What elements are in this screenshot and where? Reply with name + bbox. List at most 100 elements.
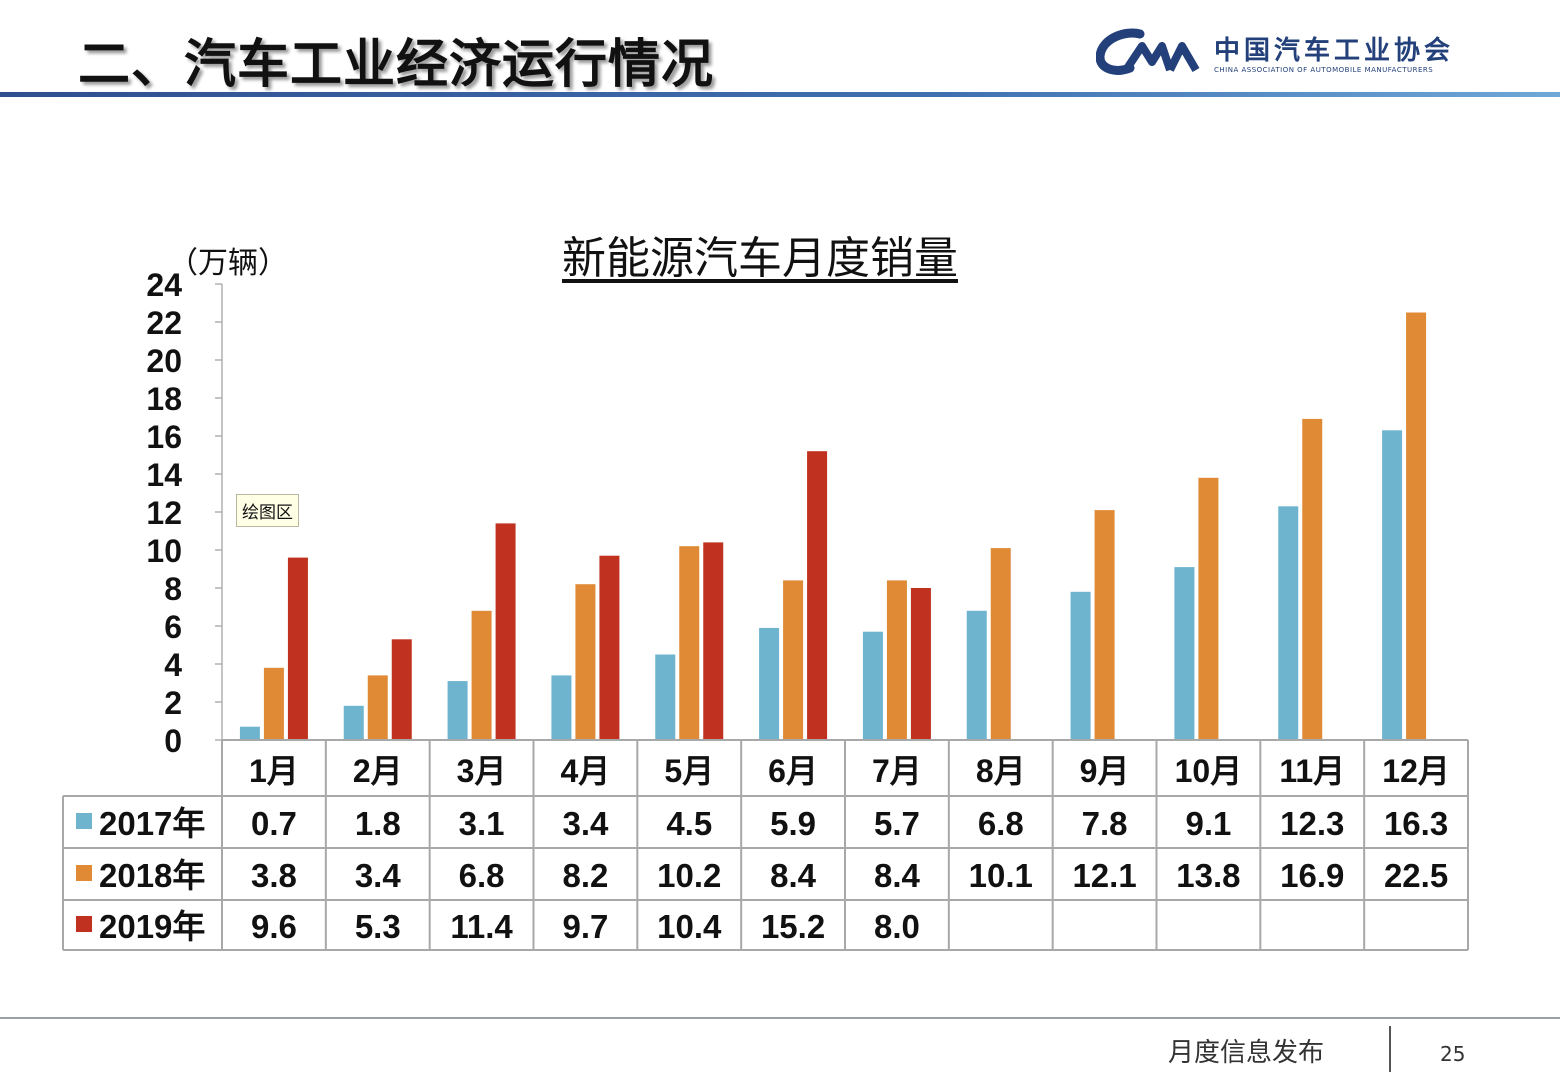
- bar-2017年: [862, 631, 883, 740]
- data-label: 9.6: [251, 908, 297, 945]
- footer-rule: [0, 1017, 1560, 1019]
- bar-2018年: [679, 546, 700, 740]
- bar-2017年: [447, 681, 468, 740]
- x-tick-label: 11月: [1279, 753, 1345, 789]
- y-tick-label: 16: [146, 419, 182, 455]
- data-label: 3.1: [459, 805, 505, 842]
- data-label: 13.8: [1176, 857, 1240, 894]
- bars: [239, 312, 1427, 740]
- caam-logo: [1096, 28, 1200, 75]
- y-tick-label: 18: [146, 381, 182, 417]
- y-axis-unit-label: （万辆）: [168, 246, 288, 281]
- data-label: 5.3: [355, 908, 401, 945]
- data-table: 1月 2月 3月 4月 5月 6月 7月 8月 9月 10月 11月 12月 2017年 0.7 1.8 3.…: [62, 739, 1469, 951]
- data-label: 16.3: [1384, 805, 1448, 842]
- legend-swatch-2018年: [76, 865, 92, 881]
- bar-2017年: [1174, 567, 1195, 740]
- bar-2018年: [783, 580, 804, 740]
- bar-2017年: [655, 654, 676, 740]
- x-tick-label: 3月: [457, 753, 507, 789]
- data-label: 5.9: [770, 805, 816, 842]
- bar-2018年: [1094, 510, 1115, 740]
- data-label: 11.4: [450, 908, 513, 945]
- legend-label: 2018年: [99, 857, 205, 894]
- bar-2019年: [495, 523, 516, 740]
- legend-swatch-2017年: [76, 813, 92, 829]
- bar-2019年: [910, 588, 931, 740]
- bar-2017年: [759, 627, 780, 740]
- data-label: 3.4: [562, 805, 609, 842]
- x-tick-label: 4月: [561, 753, 611, 789]
- y-tick-label: 0: [164, 723, 182, 759]
- data-label: 6.8: [978, 805, 1024, 842]
- x-tick-label: 7月: [872, 753, 922, 789]
- y-tick-label: 6: [164, 609, 182, 645]
- data-label: 3.4: [355, 857, 402, 894]
- x-tick-label: 6月: [768, 753, 818, 789]
- x-tick-label: 1月: [249, 753, 299, 789]
- data-label: 10.2: [657, 857, 721, 894]
- bar-2018年: [990, 548, 1011, 740]
- bar-2018年: [1198, 477, 1219, 740]
- bar-2017年: [551, 675, 572, 740]
- x-tick-label: 8月: [976, 753, 1026, 789]
- bar-2018年: [367, 675, 388, 740]
- chart-title: 新能源汽车月度销量: [562, 233, 958, 284]
- data-label: 16.9: [1280, 857, 1344, 894]
- bar-2017年: [1278, 506, 1299, 740]
- bar-2019年: [703, 542, 724, 740]
- legend-swatch-2019年: [76, 916, 92, 932]
- legend-label: 2019年: [99, 908, 205, 945]
- data-label: 8.0: [874, 908, 920, 945]
- data-label: 10.4: [657, 908, 722, 945]
- y-tick-label: 24: [146, 267, 182, 303]
- data-label: 8.4: [874, 857, 921, 894]
- y-tick-label: 14: [146, 457, 182, 493]
- data-label: 9.1: [1185, 805, 1231, 842]
- data-label: 6.8: [459, 857, 505, 894]
- bar-2017年: [239, 726, 260, 740]
- bar-2018年: [263, 667, 284, 740]
- slide-title: 二、汽车工业经济运行情况: [78, 35, 715, 95]
- bar-2019年: [599, 555, 620, 740]
- bar-2018年: [886, 580, 907, 740]
- data-label: 8.4: [770, 857, 817, 894]
- x-tick-label: 12月: [1382, 753, 1450, 789]
- bar-2019年: [287, 557, 308, 740]
- y-tick-label: 20: [146, 343, 182, 379]
- y-tick-label: 8: [164, 571, 182, 607]
- footer-divider: [1389, 1026, 1391, 1072]
- y-tick-label: 2: [164, 685, 182, 721]
- page-number: 25: [1440, 1042, 1466, 1066]
- x-tick-label: 5月: [664, 753, 714, 789]
- data-label: 12.3: [1280, 805, 1344, 842]
- data-label: 22.5: [1384, 857, 1448, 894]
- bar-2017年: [343, 705, 364, 740]
- data-label: 4.5: [666, 805, 712, 842]
- bar-2017年: [1382, 430, 1403, 740]
- x-tick-label: 2月: [353, 753, 403, 789]
- bar-2018年: [575, 584, 596, 740]
- data-label: 5.7: [874, 805, 920, 842]
- bar-2018年: [1302, 418, 1323, 740]
- data-label: 15.2: [761, 908, 825, 945]
- legend-label: 2017年: [99, 805, 205, 842]
- bar-2018年: [471, 610, 492, 740]
- bar-2019年: [391, 639, 412, 740]
- data-label: 9.7: [562, 908, 608, 945]
- plot-area-tooltip: 绘图区: [236, 494, 299, 527]
- x-tick-label: 9月: [1080, 753, 1130, 789]
- data-label: 0.7: [251, 805, 297, 842]
- y-tick-label: 4: [164, 647, 182, 683]
- data-label: 3.8: [251, 857, 297, 894]
- bar-2017年: [966, 610, 987, 740]
- data-label: 1.8: [355, 805, 401, 842]
- org-name: 中国汽车工业协会: [1214, 36, 1455, 66]
- data-label: 10.1: [969, 857, 1033, 894]
- bar-2018年: [1406, 312, 1427, 740]
- bar-2017年: [1070, 591, 1091, 740]
- data-label: 7.8: [1082, 805, 1128, 842]
- org-name-en: CHINA ASSOCIATION OF AUTOMOBILE MANUFACT…: [1214, 66, 1434, 74]
